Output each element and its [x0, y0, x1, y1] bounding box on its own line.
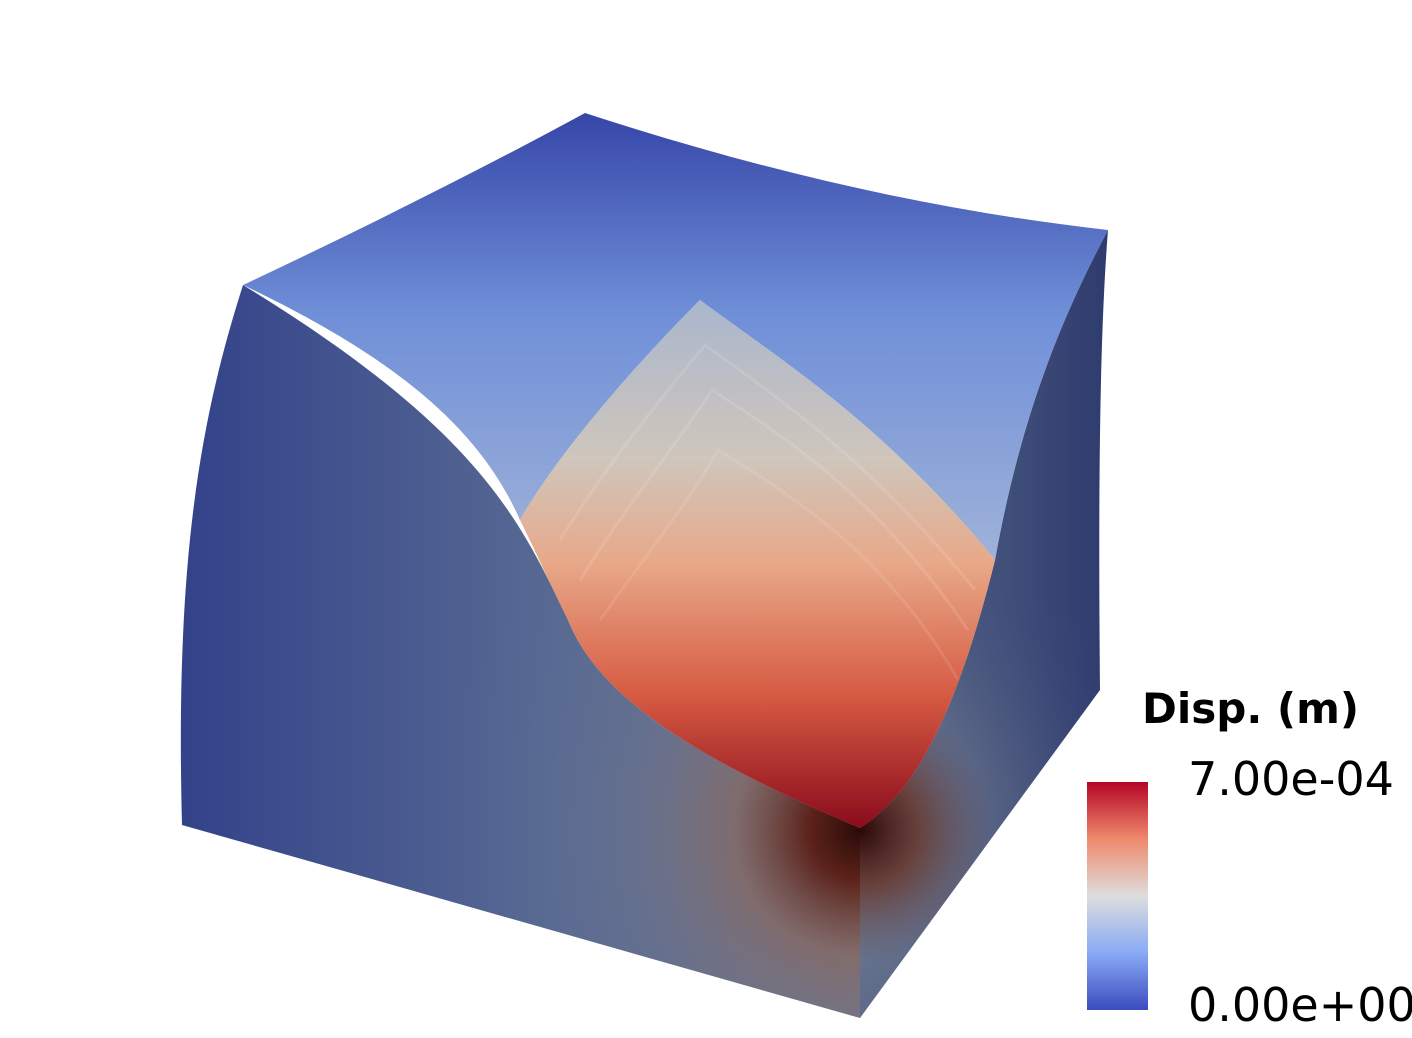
mesh-scoop-surface	[520, 300, 995, 828]
mesh-top-face	[243, 113, 1108, 560]
legend-title: Disp. (m)	[1142, 684, 1360, 733]
legend-max-label: 7.00e-04	[1188, 752, 1394, 806]
legend-colorbar	[1087, 782, 1148, 1010]
mesh-right-face	[860, 230, 1108, 1018]
mesh-left-face	[180, 285, 861, 1018]
legend-min-label: 0.00e+00	[1188, 978, 1412, 1032]
